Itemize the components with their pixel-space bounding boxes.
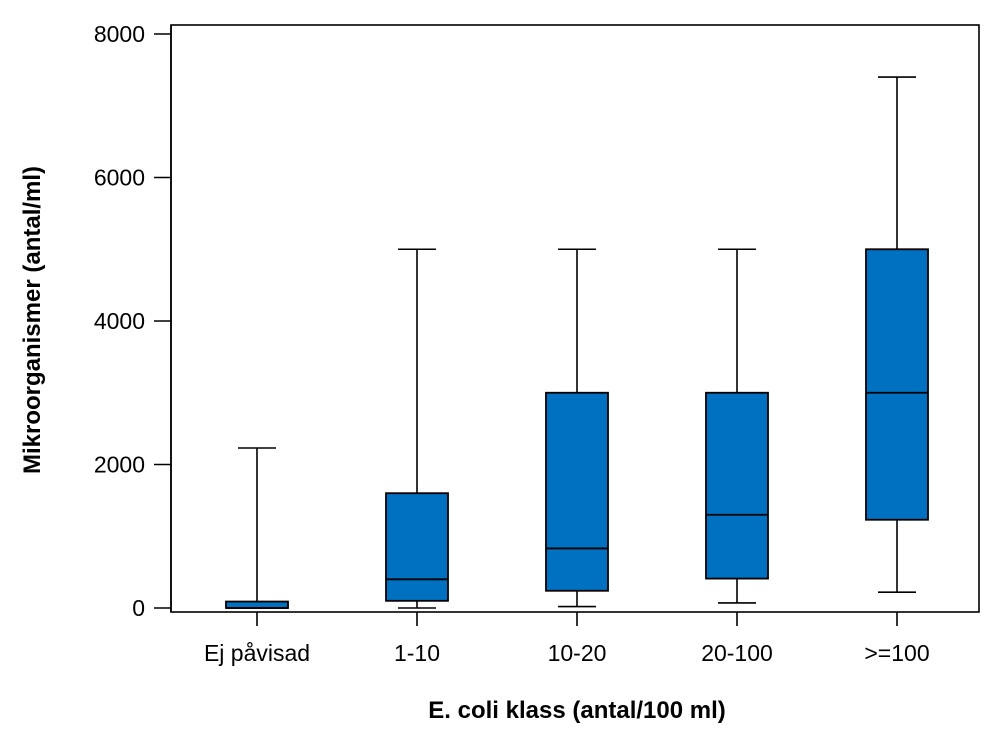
box-3 — [545, 248, 609, 608]
x-tick-label: Ej påvisad — [204, 640, 310, 666]
iqr-box — [225, 600, 289, 609]
box-4 — [705, 248, 769, 604]
y-tick-label: 0 — [132, 595, 145, 621]
x-tick-label: 10-20 — [548, 640, 607, 666]
y-tick-label: 4000 — [94, 308, 145, 334]
x-axis-title: E. coli klass (antal/100 ml) — [428, 697, 725, 724]
y-axis-title: Mikroorganismer (antal/ml) — [19, 166, 46, 474]
x-tick-label: >=100 — [864, 640, 929, 666]
y-tick-label: 8000 — [94, 21, 145, 47]
x-axis-ticks: Ej påvisad 1-10 10-20 20-100 >=100 — [204, 612, 930, 666]
y-tick-label: 6000 — [94, 165, 145, 191]
x-tick-label: 1-10 — [394, 640, 440, 666]
iqr-box — [705, 391, 769, 580]
y-axis-ticks: 0 2000 4000 6000 8000 — [94, 21, 171, 621]
box-1 — [225, 447, 289, 609]
box-2 — [385, 248, 449, 609]
box-series — [225, 76, 929, 609]
box-5 — [865, 76, 929, 594]
x-tick-label: 20-100 — [701, 640, 773, 666]
iqr-box — [545, 391, 609, 592]
iqr-box — [865, 248, 929, 521]
iqr-box — [385, 492, 449, 602]
y-tick-label: 2000 — [94, 452, 145, 478]
